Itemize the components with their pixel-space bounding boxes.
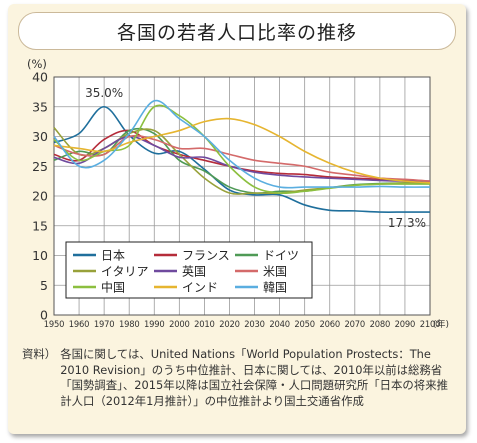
y-tick-label: 20 <box>32 189 48 204</box>
source-note: 資料） 各国に関しては、United Nations「World Populat… <box>22 347 454 409</box>
line-chart: 0 5 10 15 20 25 30 35 40 1950 1960 1970 1980 1990 2000… <box>27 57 449 330</box>
source-text: 各国に関しては、United Nations「World Population … <box>60 347 448 408</box>
x-tick-label: 2050 <box>294 319 315 329</box>
legend-label: 中国 <box>101 280 125 295</box>
legend-label: インド <box>182 281 218 295</box>
x-tick-label: 1960 <box>69 319 90 329</box>
data-label: 17.3% <box>388 216 426 230</box>
y-tick-label: 10 <box>32 248 48 263</box>
x-tick-label: 2060 <box>319 319 340 329</box>
x-tick-label: 2030 <box>244 319 265 329</box>
x-tick-label: 2070 <box>345 319 366 329</box>
x-tick-label: 1990 <box>144 319 165 329</box>
y-tick-label: 40 <box>32 70 48 85</box>
y-tick-label: 0 <box>40 308 48 323</box>
legend-label: イタリア <box>101 265 149 279</box>
legend-label: フランス <box>182 249 230 263</box>
legend-label: 韓国 <box>263 281 287 295</box>
x-tick-label: 1970 <box>94 319 115 329</box>
data-label: 35.0% <box>85 86 123 100</box>
legend-box <box>65 241 313 299</box>
x-tick-label: 2090 <box>395 319 416 329</box>
legend-label: 米国 <box>263 265 287 279</box>
figure-card: 各国の若者人口比率の推移 0 5 10 15 20 25 30 35 40 1950 1960 197… <box>8 4 466 434</box>
y-tick-label: 35 <box>32 99 48 114</box>
series-line-中国 <box>53 104 430 194</box>
y-tick-label: 15 <box>32 218 48 233</box>
series-line-韓国 <box>53 99 431 189</box>
y-tick-label: 25 <box>32 159 48 174</box>
legend-label: 英国 <box>182 265 206 279</box>
x-tick-label: 2020 <box>219 319 240 329</box>
x-tick-label: 1950 <box>44 319 65 329</box>
chart-title: 各国の若者人口比率の推移 <box>18 12 456 50</box>
x-tick-label: 2080 <box>370 319 391 329</box>
x-axis-label: (年) <box>433 318 449 330</box>
x-tick-label: 2040 <box>269 319 290 329</box>
y-axis-label: (%) <box>27 57 47 71</box>
x-tick-label: 2010 <box>194 319 215 329</box>
plot-frame <box>53 76 431 316</box>
source-label: 資料） <box>22 347 57 361</box>
x-tick-label: 1980 <box>119 319 140 329</box>
y-tick-label: 30 <box>32 129 48 144</box>
x-tick-label: 2100 <box>420 319 441 329</box>
legend-label: ドイツ <box>263 249 299 263</box>
series-line-米国 <box>53 134 431 182</box>
x-tick-label: 2000 <box>169 319 190 329</box>
legend-label: 日本 <box>101 249 125 263</box>
y-tick-label: 5 <box>40 278 48 293</box>
